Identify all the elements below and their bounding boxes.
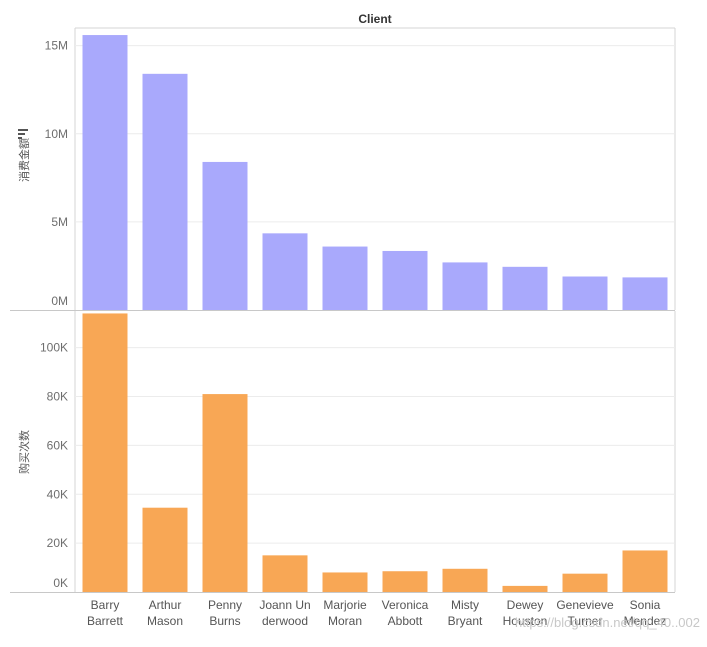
bar-purchases-2 [202,394,248,592]
bar-purchases-0 [82,313,128,592]
category-label-5: Veronica Abbott [382,598,429,628]
category-labels: Barry Barrett Arthur Mason Penny Burns Joann U… [87,598,666,628]
bar-spend-5 [382,250,428,310]
panel-spend-bars [82,35,668,311]
panel-purchases-ylabel: 购买次数 [17,430,31,474]
category-label-8: Genevieve Turner [556,598,614,628]
bar-spend-0 [82,35,128,311]
tick-label-purchases-2: 40K [47,487,68,501]
tick-label-purchases-1: 20K [47,536,68,550]
bar-purchases-6 [442,568,488,592]
tick-label-spend-2: 10M [45,127,68,141]
bar-purchases-3 [262,555,308,592]
bar-spend-1 [142,73,188,310]
category-label-1: Arthur Mason [147,598,183,628]
sort-icon[interactable] [18,129,28,139]
chart-header-title: Client [358,12,391,26]
bar-spend-8 [562,276,608,310]
bar-spend-9 [622,277,668,310]
panel-purchases: 0K 20K 40K 60K 80K 100K 购买次数 [10,311,676,593]
category-label-6: Misty Bryant [448,598,483,628]
bar-spend-2 [202,161,248,310]
tick-label-spend-3: 15M [45,39,68,53]
panel-spend-ylabel: 消费金额 [17,138,31,182]
bar-spend-3 [262,233,308,310]
category-label-9: Sonia Mendez [624,598,667,628]
bar-spend-7 [502,266,548,310]
tick-label-purchases-5: 100K [40,341,68,355]
bar-purchases-8 [562,573,608,592]
panel-purchases-tick-labels: 0K 20K 40K 60K 80K 100K [40,341,68,590]
panel-spend: 0M 5M 10M 15M 消费金额 [17,27,676,311]
bar-spend-4 [322,246,368,310]
bar-purchases-4 [322,572,368,592]
tick-label-purchases-3: 60K [47,438,68,452]
tick-label-purchases-4: 80K [47,390,68,404]
panel-purchases-bars [82,313,668,592]
tick-label-spend-0: 0M [51,294,68,308]
watermark-text: https://blog.csdn.net/qq_40..002 [515,615,700,630]
bar-purchases-1 [142,507,188,592]
bar-purchases-5 [382,571,428,592]
bar-purchases-9 [622,550,668,592]
tick-label-purchases-0: 0K [53,576,68,590]
category-label-7: Dewey Houston [503,598,548,628]
category-label-4: Marjorie Moran [323,598,367,628]
panel-spend-tick-labels: 0M 5M 10M 15M [45,39,68,308]
category-label-0: Barry Barrett [87,598,124,628]
tick-label-spend-1: 5M [51,215,68,229]
bar-spend-6 [442,262,488,310]
category-label-2: Penny Burns [208,598,242,628]
category-label-3: Joann Un derwood [259,598,310,628]
bar-purchases-7 [502,585,548,592]
